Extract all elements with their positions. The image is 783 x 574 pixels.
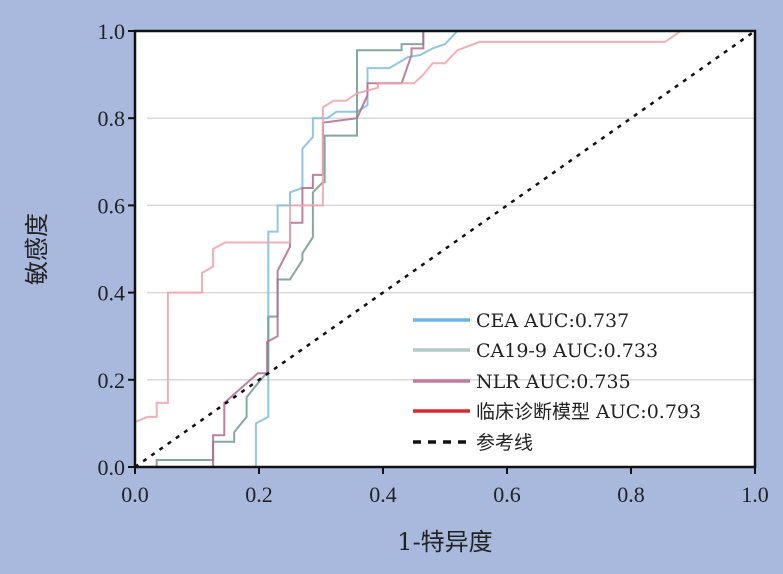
y-tick-label: 0.0 [98, 455, 126, 480]
roc-curves [134, 29, 756, 469]
x-axis-label: 1-特异度 [397, 528, 492, 556]
x-tick-label: 1.0 [741, 482, 769, 507]
y-axis-label: 敏感度 [23, 213, 51, 285]
legend-label: 参考线 [476, 432, 533, 454]
clinical-model-curve [134, 30, 755, 424]
y-tick-label: 1.0 [98, 19, 126, 44]
ca19-9-curve [155, 30, 755, 467]
x-tick-label: 0.6 [493, 482, 521, 507]
x-tick-label: 0.2 [245, 482, 273, 507]
x-tick-label: 0.8 [617, 482, 645, 507]
y-tick-label: 0.2 [98, 368, 126, 393]
reference-line [134, 29, 756, 469]
y-tick-label: 0.8 [98, 106, 126, 131]
cea-curve [135, 30, 755, 468]
x-tick-label: 0.4 [369, 482, 397, 507]
axis-ticks [128, 30, 756, 474]
legend: CEA AUC:0.737 CA19-9 AUC:0.733 NLR AUC:0… [413, 310, 701, 454]
x-tick-label: 0.0 [121, 482, 149, 507]
y-tick-label: 0.6 [98, 193, 126, 218]
y-tick-label: 0.4 [98, 281, 126, 306]
legend-label: NLR AUC:0.735 [476, 371, 631, 393]
legend-label: CEA AUC:0.737 [476, 310, 629, 332]
plot-frame [133, 29, 757, 469]
legend-label: 临床诊断模型 AUC:0.793 [476, 401, 701, 423]
legend-label: CA19-9 AUC:0.733 [476, 340, 658, 362]
gridlines [147, 117, 755, 381]
nlr-curve [212, 30, 755, 467]
